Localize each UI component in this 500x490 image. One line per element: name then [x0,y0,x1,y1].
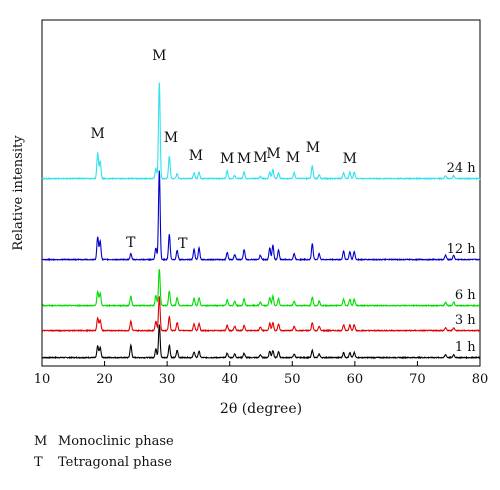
legend-m-symbol: M [34,434,48,449]
peak-annotation-m: M [152,48,166,64]
x-tick-label: 20 [96,372,113,387]
series-group [41,82,481,360]
series-label: 6 h [455,288,476,303]
x-tick-label: 80 [472,372,489,387]
legend-tetragonal: T Tetragonal phase [34,455,172,470]
series-label: 1 h [455,340,476,355]
series-line-3h [41,296,481,333]
series-line-24h [41,82,481,181]
peak-annotation-t: T [126,235,136,251]
peak-annotation-m: M [189,148,203,164]
peak-annotation-m: M [237,151,251,167]
peak-annotation-m: M [286,150,300,166]
x-axis: 10 20 30 40 50 60 70 80 [34,361,489,387]
x-tick-label: 50 [284,372,301,387]
series-line-12h [41,170,481,262]
series-labels: 1 h 3 h 6 h 12 h 24 h [447,161,477,355]
peak-annotation-m: M [91,126,105,142]
x-tick-label: 10 [34,372,51,387]
legend-monoclinic: M Monoclinic phase [34,434,174,449]
series-label: 3 h [455,313,476,328]
peak-annotation-m: M [266,146,280,162]
peak-annotation-m: M [306,140,320,156]
x-tick-label: 70 [409,372,426,387]
x-tick-label: 60 [347,372,364,387]
plot-frame [41,19,481,367]
x-axis-label: 2θ (degree) [220,401,302,417]
peak-annotation-m: M [343,151,357,167]
peak-annotation-t: T [178,236,188,252]
peak-annotation-m: M [253,150,267,166]
legend-t-symbol: T [34,455,43,470]
series-line-6h [41,269,481,308]
y-axis-label: Relative intensity [11,135,26,251]
peak-annotation-m: M [164,130,178,146]
series-label: 12 h [447,242,477,257]
legend-m-label: Monoclinic phase [58,434,174,449]
peak-annotation-m: M [220,151,234,167]
legend-t-label: Tetragonal phase [58,455,172,470]
series-label: 24 h [447,161,477,176]
x-tick-label: 40 [221,372,238,387]
x-tick-label: 30 [159,372,176,387]
series-line-1h [41,324,481,360]
